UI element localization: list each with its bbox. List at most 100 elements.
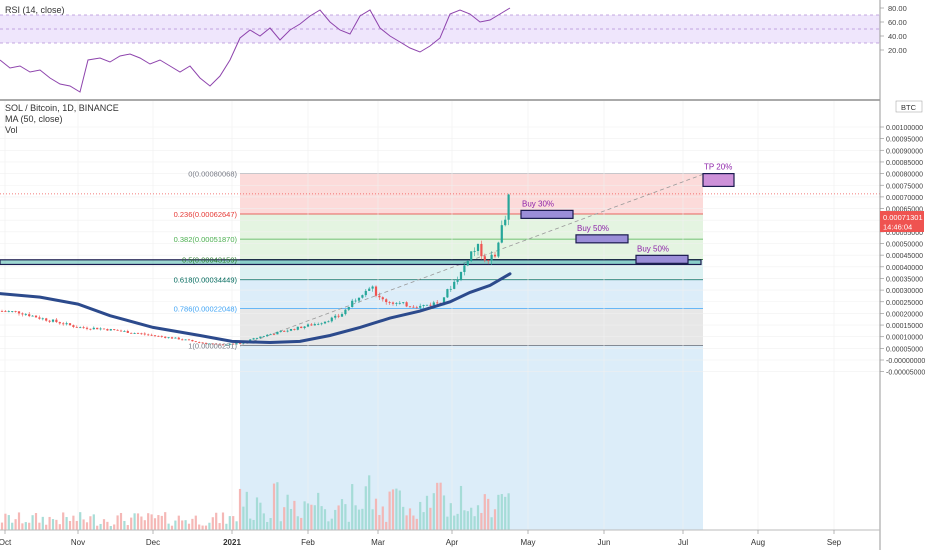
- volume-bar: [252, 519, 255, 530]
- volume-bar: [259, 502, 262, 530]
- volume-bar: [14, 519, 17, 530]
- price-tick-label: 0.00035000: [886, 276, 923, 283]
- price-axis[interactable]: 0.00100000 0.00095000 0.00090000 0.00085000…: [880, 125, 925, 377]
- candle-body: [167, 337, 170, 339]
- price-tick-label: 0.00055000: [886, 230, 923, 237]
- candle-body: [123, 331, 126, 332]
- volume-bar: [62, 512, 65, 530]
- annotations[interactable]: Buy 30% Buy 50% Buy 50% TP 20%: [520, 163, 735, 264]
- candle-body: [170, 337, 174, 339]
- candle-body: [164, 336, 167, 338]
- volume-bar: [177, 515, 180, 530]
- time-axis[interactable]: Oct Nov Dec 2021 Feb Mar Apr May Jun Jul Aug Sep: [0, 530, 842, 547]
- candle-body: [174, 337, 177, 339]
- last-price-value: 0.00071301: [883, 213, 923, 222]
- price-tick-label: 0.00010000: [886, 335, 923, 342]
- volume-bar: [34, 513, 38, 530]
- volume-bar: [483, 494, 486, 530]
- volume-bar: [28, 522, 31, 530]
- volume-bar: [300, 517, 303, 530]
- candle-body: [303, 326, 306, 329]
- volume-bar: [347, 521, 350, 530]
- volume-bar: [153, 518, 157, 530]
- time-tick-label: Oct: [0, 538, 12, 547]
- volume-bar: [0, 522, 4, 530]
- candle-body: [72, 325, 75, 327]
- candle-body: [419, 305, 422, 308]
- candle-body: [296, 326, 299, 330]
- candle-body: [109, 329, 112, 331]
- candle-body: [228, 343, 231, 345]
- volume-bar: [187, 523, 191, 530]
- candle-body: [34, 315, 38, 318]
- volume-bar: [442, 495, 446, 530]
- candle-body: [140, 333, 143, 335]
- volume-bar: [147, 513, 150, 530]
- main-panel[interactable]: 0(0.00080068) 0.236(0.00062647) 0.382(0.00…: [0, 101, 880, 530]
- countdown-timer: 14:46:04: [883, 223, 912, 232]
- price-tick-label: 0.00040000: [886, 265, 923, 272]
- volume-bar: [276, 482, 279, 530]
- price-tick-label: 0.00085000: [886, 160, 923, 167]
- time-tick-label: Dec: [146, 538, 160, 547]
- candle-body: [211, 343, 214, 345]
- buy-zone-label: Buy 30%: [522, 199, 554, 208]
- candle-body: [310, 324, 313, 326]
- ma-line: [0, 272, 512, 345]
- candle-body: [55, 319, 58, 323]
- volume-bar: [55, 519, 58, 530]
- candle-body: [320, 323, 323, 325]
- candle-body: [497, 242, 500, 257]
- volume-bar: [283, 507, 286, 530]
- volume-bar: [215, 512, 218, 530]
- volume-bar: [140, 516, 143, 530]
- volume-bar: [99, 523, 102, 530]
- candle-body: [136, 333, 140, 334]
- volume-bar: [65, 517, 68, 530]
- time-tick-label: Mar: [371, 538, 385, 547]
- price-tick-label: 0.00025000: [886, 300, 923, 307]
- volume-bar: [296, 516, 299, 530]
- support-zone-box[interactable]: [0, 259, 702, 266]
- volume-bar: [221, 512, 225, 530]
- candle-body: [306, 324, 310, 327]
- candle-body: [293, 328, 296, 330]
- candle-body: [58, 322, 61, 324]
- candle-body: [276, 331, 279, 335]
- volume-bar: [419, 501, 422, 530]
- candle-body: [483, 256, 486, 261]
- candle-body: [113, 329, 116, 330]
- volume-bar: [208, 522, 211, 530]
- volume-bar: [68, 520, 72, 530]
- volume-bar: [249, 518, 252, 530]
- candle-body: [374, 286, 378, 296]
- volume-bar: [116, 515, 119, 530]
- volume-bar: [11, 522, 14, 530]
- volume-bar: [463, 510, 466, 530]
- volume-bar: [415, 518, 418, 530]
- candle-body: [364, 290, 367, 296]
- price-tick-label: -0.00000000: [886, 358, 925, 365]
- time-tick-label: Nov: [71, 538, 85, 547]
- volume-bar: [218, 523, 221, 530]
- volume-bar: [262, 513, 265, 530]
- volume-bar: [167, 523, 170, 530]
- ma-label: MA (50, close): [5, 114, 63, 124]
- rsi-line: [0, 7, 511, 93]
- fib-zones[interactable]: [240, 173, 703, 530]
- volume-bar: [272, 483, 276, 530]
- volume-bar: [130, 517, 133, 530]
- price-tick-label: 0.00020000: [886, 311, 923, 318]
- volume-bar: [245, 491, 248, 530]
- candle-body: [255, 338, 259, 339]
- volume-bar: [136, 513, 140, 530]
- candle-body: [150, 334, 153, 336]
- volume-bar: [313, 505, 316, 530]
- candle-body: [126, 331, 129, 333]
- volume-bar: [225, 523, 228, 530]
- candle-body: [351, 300, 354, 308]
- volume-bar: [82, 519, 85, 530]
- candle-body: [143, 333, 146, 335]
- volume-bar: [191, 518, 194, 530]
